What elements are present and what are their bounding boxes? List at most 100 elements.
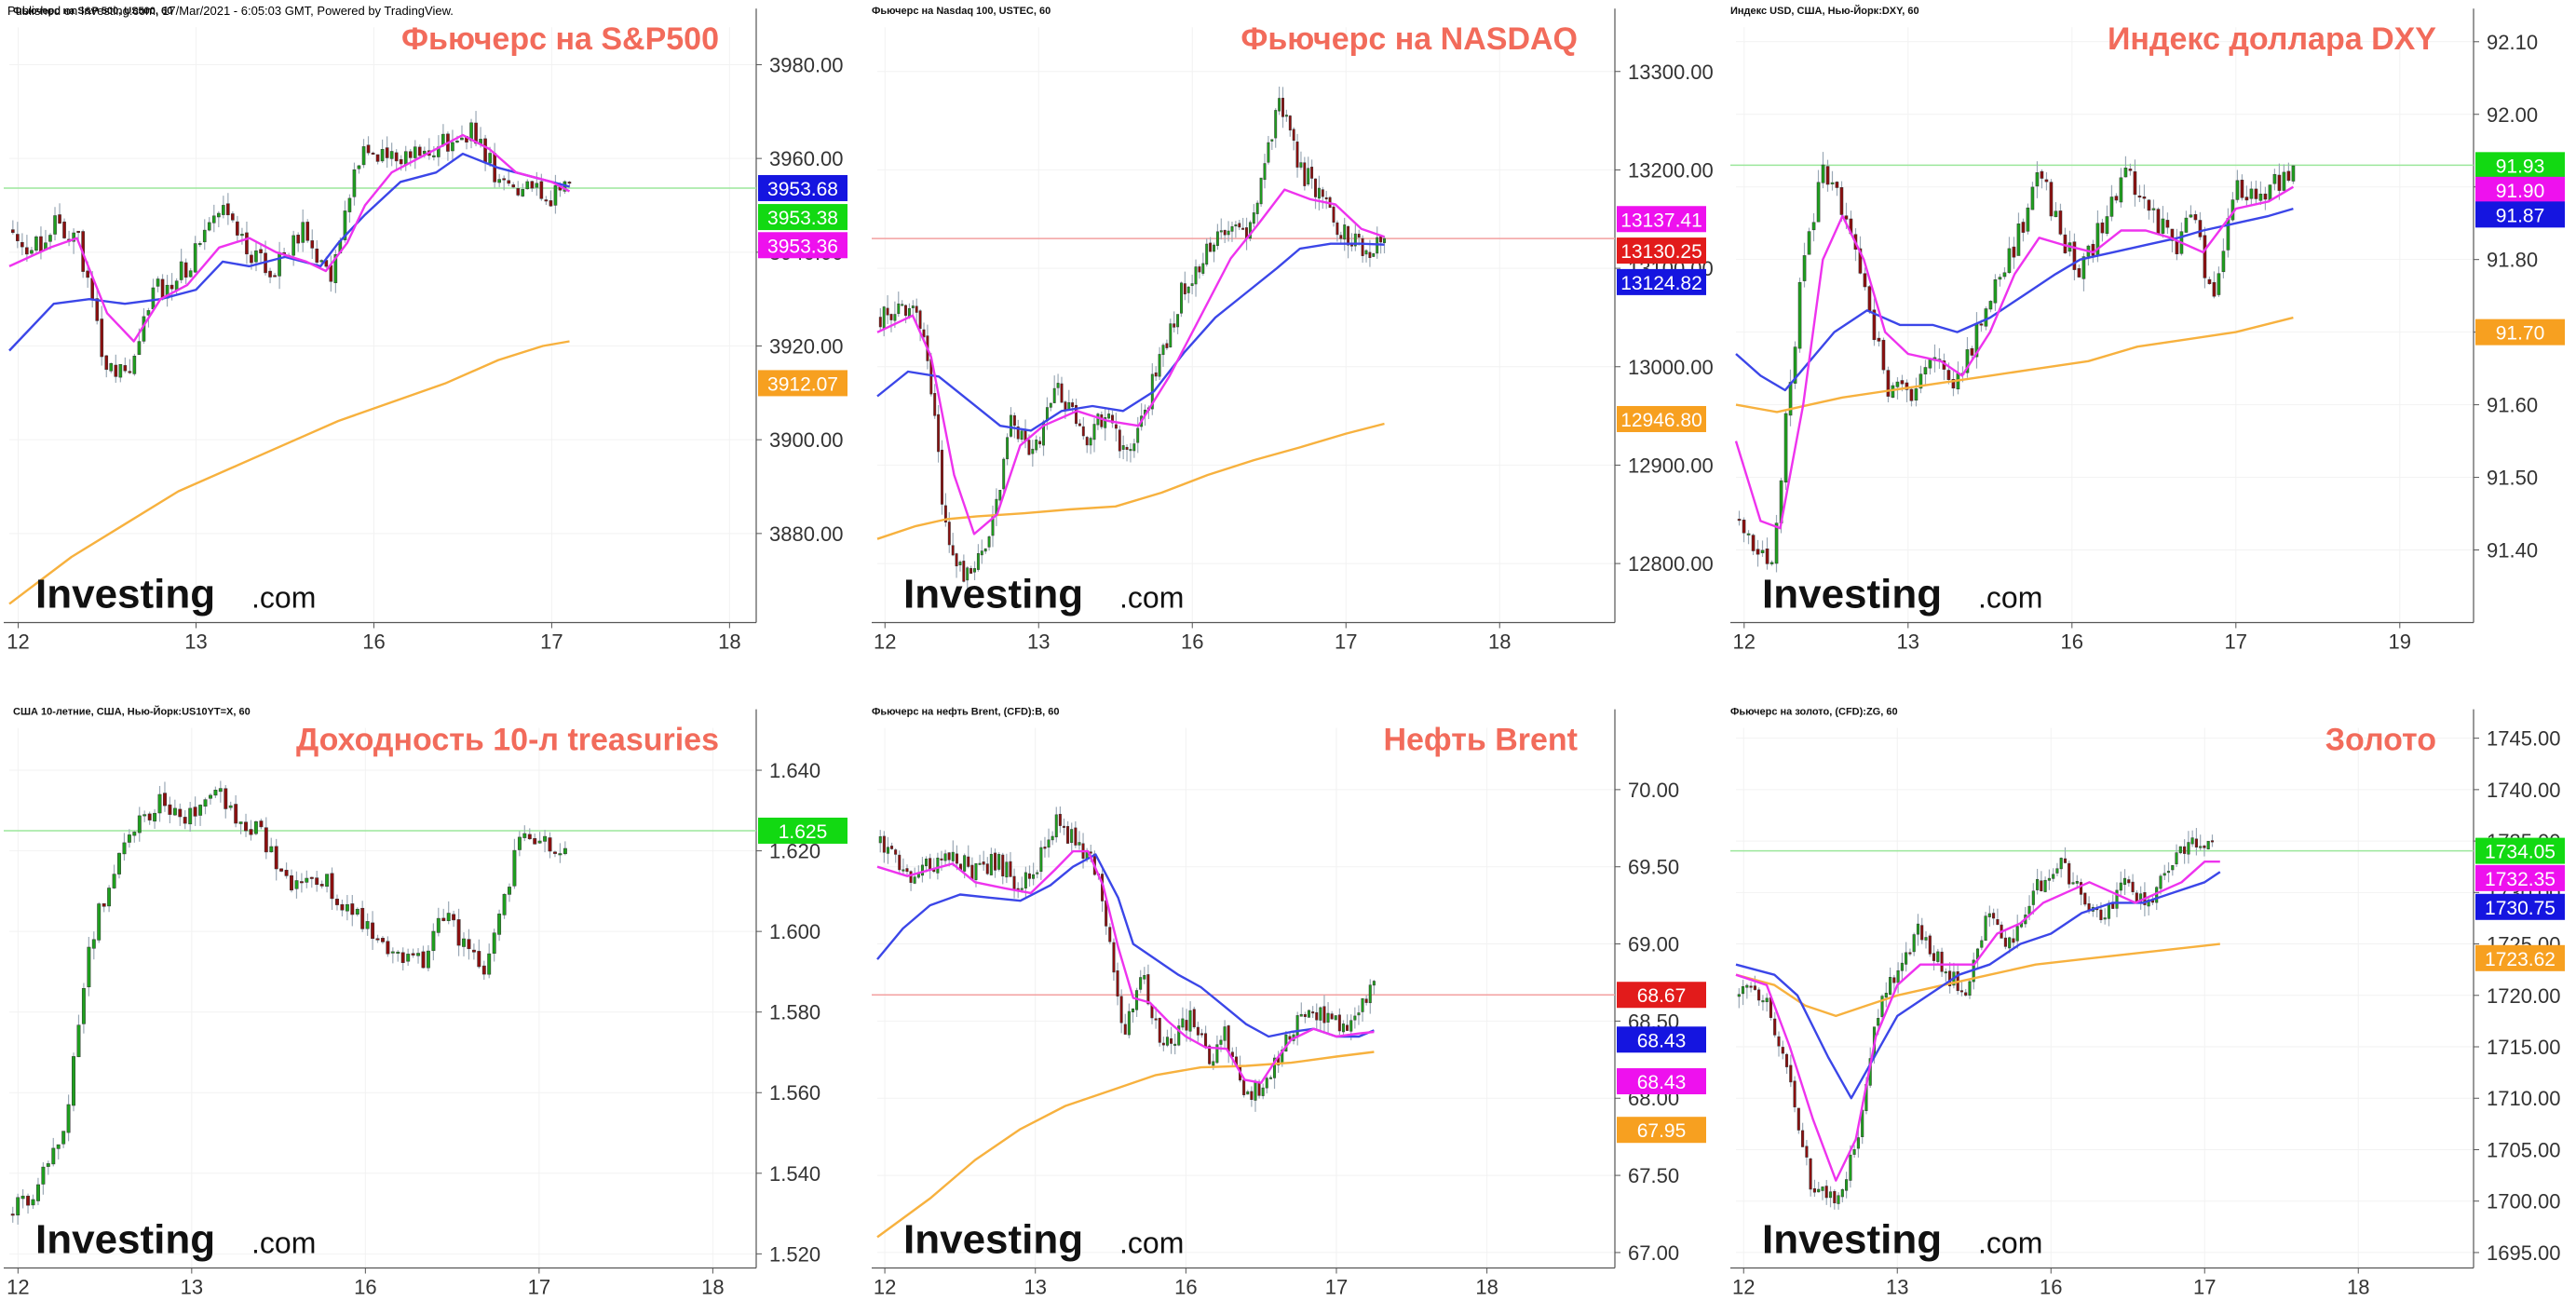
candle (1146, 974, 1150, 1005)
candle (2016, 224, 2021, 256)
candle (533, 838, 537, 845)
candle (1877, 1018, 1880, 1026)
candle (178, 808, 183, 818)
candle (2122, 877, 2127, 886)
candle (1361, 997, 1364, 1012)
candle (25, 247, 29, 255)
candle (172, 807, 177, 816)
price-badge-label: 13124.82 (1620, 273, 1702, 294)
price-badge-bg (1617, 1117, 1706, 1144)
candle (245, 232, 249, 255)
candle (1756, 549, 1760, 555)
price-badge-bg (2475, 864, 2565, 891)
candle (1335, 222, 1339, 236)
candle (1863, 273, 1867, 288)
candle (1321, 189, 1324, 197)
candle (1127, 1010, 1131, 1036)
candle (319, 260, 324, 263)
candle (2254, 188, 2258, 199)
candle (340, 903, 345, 911)
candle (183, 262, 188, 278)
chart-panel-6: Фьючерс на золото, (CFD):ZG, 60 Золото 169… (1730, 707, 2565, 1299)
candle (1131, 1008, 1134, 1012)
candle (417, 146, 422, 156)
candle (34, 236, 38, 251)
candle (1158, 354, 1161, 377)
candle (147, 813, 152, 820)
price-badge-bg (2475, 319, 2565, 346)
y-tick-label: 1.580 (769, 1001, 820, 1024)
moving-average-mid (1735, 207, 2294, 392)
candle (62, 221, 66, 238)
candle (112, 874, 116, 888)
candle (1856, 1137, 1860, 1149)
candle (1773, 1018, 1777, 1036)
candle (983, 548, 987, 552)
price-badge-bg (758, 174, 847, 201)
candle (20, 241, 24, 248)
candle (1238, 223, 1241, 228)
candle (2187, 842, 2190, 855)
candle (2190, 837, 2194, 845)
candle (970, 864, 974, 880)
price-badge-label: 12946.80 (1620, 410, 1702, 431)
price-badge-label: 13130.25 (1620, 241, 1702, 263)
candle (1200, 1033, 1203, 1036)
moving-average-long (8, 340, 570, 605)
candle (1357, 234, 1361, 238)
candle (432, 155, 436, 157)
candle (967, 856, 970, 867)
candle (1209, 242, 1213, 252)
candle (1096, 413, 1100, 426)
candle (1177, 1025, 1181, 1046)
candle (46, 1163, 50, 1167)
candle (1951, 379, 1956, 389)
candle (76, 230, 80, 233)
candle (1303, 162, 1307, 186)
candle (422, 150, 427, 155)
x-tick-label: 12 (874, 630, 896, 654)
candle (294, 880, 299, 889)
candle (886, 847, 889, 854)
price-badge-label: 91.87 (2496, 205, 2545, 226)
candle (259, 249, 263, 253)
price-badge-label: 68.43 (1637, 1030, 1687, 1051)
candle (2021, 222, 2026, 233)
candle (1928, 359, 1932, 369)
moving-average-short (8, 133, 571, 343)
candle (1107, 413, 1111, 419)
x-tick-label: 17 (2193, 1276, 2216, 1299)
candle (502, 178, 506, 181)
candle (966, 567, 969, 581)
candle (2095, 223, 2100, 257)
x-tick-label: 13 (1027, 630, 1050, 654)
candle (2199, 846, 2203, 848)
candle (386, 941, 390, 955)
candle (1742, 520, 1746, 534)
candle (1809, 1158, 1812, 1190)
logo-brand: Investing (1762, 1217, 1942, 1263)
y-tick-label: 1720.00 (2487, 984, 2561, 1008)
candle (1334, 1015, 1337, 1021)
candle (1215, 1044, 1219, 1064)
candle (1918, 373, 1923, 389)
y-tick-label: 1.600 (769, 920, 820, 943)
candle (1796, 1107, 1800, 1131)
logo-suffix: .com (1978, 581, 2042, 615)
price-badge-label: 1730.75 (2485, 898, 2556, 919)
investing-logo: Investing .com (1762, 572, 2042, 617)
candle (460, 137, 464, 141)
candle (10, 1213, 15, 1216)
candle (2127, 879, 2131, 884)
candle (882, 306, 886, 329)
y-tick-label: 1705.00 (2487, 1138, 2561, 1161)
candle (1074, 827, 1078, 846)
candle (1060, 383, 1064, 403)
chart-panel-5: Фьючерс на нефть Brent, (CFD):B, 60 Нефть… (872, 707, 1706, 1299)
candle (1368, 984, 1372, 1004)
candle (1346, 1024, 1349, 1031)
candle (2114, 196, 2119, 201)
candle (2109, 197, 2114, 217)
candle (1383, 237, 1386, 243)
candle (329, 264, 333, 282)
